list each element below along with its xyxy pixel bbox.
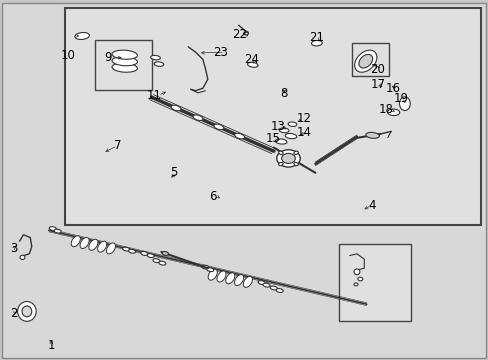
Ellipse shape — [365, 132, 379, 138]
Ellipse shape — [353, 283, 357, 286]
Text: 10: 10 — [61, 49, 76, 62]
Ellipse shape — [54, 229, 61, 233]
Text: 8: 8 — [279, 87, 287, 100]
Text: 21: 21 — [309, 31, 324, 44]
Text: 7: 7 — [113, 139, 121, 152]
Text: 18: 18 — [378, 103, 393, 116]
Ellipse shape — [276, 289, 283, 292]
Ellipse shape — [193, 115, 203, 121]
Ellipse shape — [247, 62, 258, 67]
Text: 23: 23 — [213, 46, 228, 59]
Ellipse shape — [243, 32, 248, 35]
Ellipse shape — [75, 32, 89, 40]
Text: 15: 15 — [265, 132, 280, 145]
Ellipse shape — [287, 122, 296, 126]
Text: 22: 22 — [232, 28, 246, 41]
Ellipse shape — [281, 153, 295, 163]
Ellipse shape — [49, 227, 56, 230]
Ellipse shape — [213, 124, 224, 130]
Ellipse shape — [89, 239, 98, 250]
Ellipse shape — [279, 128, 288, 133]
Ellipse shape — [358, 54, 372, 68]
Ellipse shape — [20, 255, 25, 260]
Text: 24: 24 — [244, 53, 259, 66]
Ellipse shape — [276, 150, 300, 167]
Text: 1: 1 — [47, 339, 55, 352]
Text: 11: 11 — [146, 89, 161, 102]
Text: 16: 16 — [386, 82, 400, 95]
Ellipse shape — [171, 105, 181, 111]
Ellipse shape — [293, 162, 298, 166]
Ellipse shape — [278, 151, 283, 154]
Bar — [351, 43, 388, 76]
Ellipse shape — [387, 109, 399, 116]
Ellipse shape — [98, 241, 106, 252]
Bar — [338, 244, 410, 321]
Ellipse shape — [206, 268, 213, 271]
Ellipse shape — [71, 236, 80, 247]
Ellipse shape — [258, 281, 264, 284]
Ellipse shape — [22, 306, 32, 317]
Ellipse shape — [243, 276, 252, 287]
Ellipse shape — [18, 302, 36, 321]
Ellipse shape — [147, 254, 154, 257]
Ellipse shape — [311, 40, 322, 46]
Text: 14: 14 — [296, 126, 311, 139]
Ellipse shape — [217, 271, 225, 282]
Text: 17: 17 — [370, 78, 385, 91]
Ellipse shape — [263, 283, 269, 287]
Ellipse shape — [162, 252, 168, 255]
Ellipse shape — [354, 50, 376, 72]
Ellipse shape — [353, 269, 359, 275]
Text: 12: 12 — [296, 112, 311, 125]
Ellipse shape — [80, 238, 89, 248]
Ellipse shape — [153, 259, 160, 262]
Ellipse shape — [225, 273, 234, 284]
Ellipse shape — [208, 269, 217, 280]
Ellipse shape — [357, 277, 362, 281]
Text: 5: 5 — [169, 166, 177, 179]
Text: 20: 20 — [370, 63, 385, 76]
Ellipse shape — [293, 151, 298, 154]
Ellipse shape — [159, 261, 165, 265]
Text: 3: 3 — [10, 242, 18, 255]
Bar — [65, 8, 480, 225]
Text: 19: 19 — [393, 93, 407, 105]
Text: 13: 13 — [270, 120, 285, 132]
Ellipse shape — [112, 63, 137, 72]
Text: 4: 4 — [367, 199, 375, 212]
Text: 9: 9 — [103, 51, 111, 64]
Text: 6: 6 — [208, 190, 216, 203]
Ellipse shape — [122, 247, 129, 251]
Ellipse shape — [234, 133, 244, 139]
Ellipse shape — [106, 243, 115, 254]
Ellipse shape — [154, 62, 163, 66]
Ellipse shape — [141, 252, 147, 255]
Ellipse shape — [270, 286, 277, 290]
Ellipse shape — [399, 97, 409, 111]
Ellipse shape — [202, 265, 208, 269]
Ellipse shape — [234, 275, 243, 285]
Ellipse shape — [278, 162, 283, 166]
Ellipse shape — [150, 55, 160, 60]
Ellipse shape — [128, 249, 135, 253]
Text: 2: 2 — [10, 307, 18, 320]
Ellipse shape — [112, 50, 137, 59]
Ellipse shape — [285, 134, 296, 139]
Ellipse shape — [112, 57, 137, 66]
Bar — [95, 40, 151, 90]
Ellipse shape — [275, 139, 286, 144]
